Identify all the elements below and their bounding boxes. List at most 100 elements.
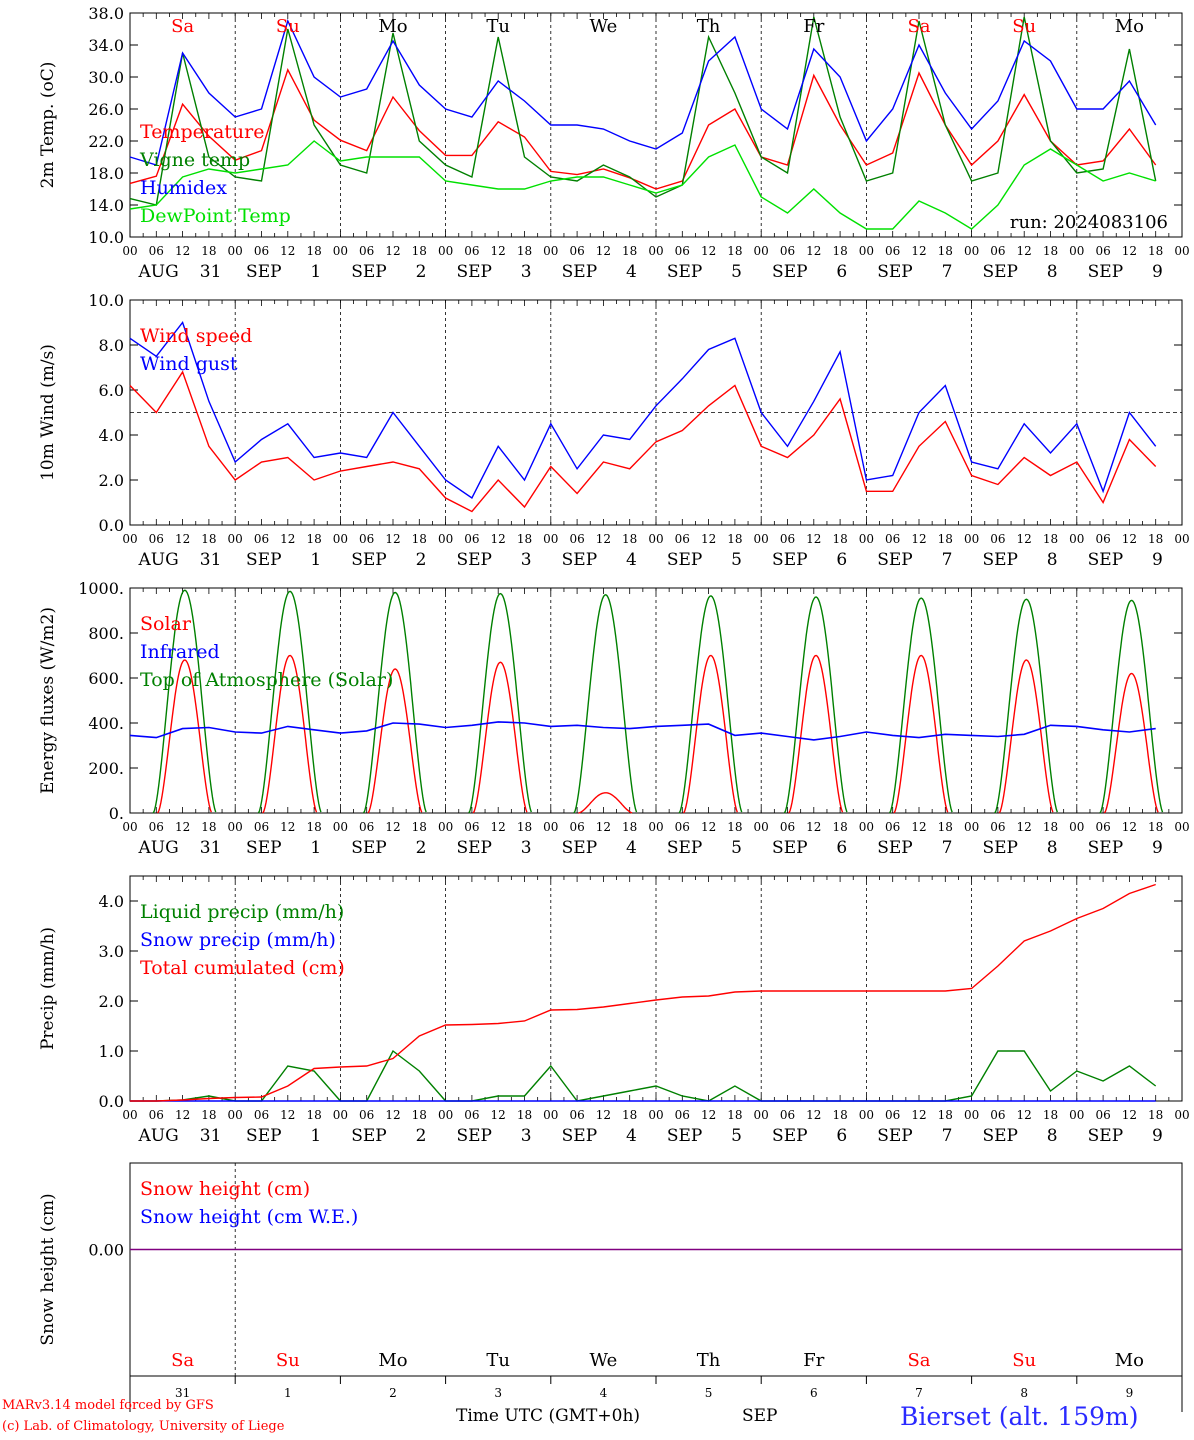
hour-tick-label: 00 [964, 820, 979, 834]
hour-tick-label: 18 [832, 820, 847, 834]
y-tick-label: 38.0 [88, 4, 124, 23]
hour-tick-label: 12 [1017, 820, 1032, 834]
legend-entry-0: Temperature [140, 121, 264, 143]
y-axis-title-0: 2m Temp. (oC) [38, 62, 58, 189]
hour-tick-label: 00 [438, 1108, 453, 1122]
hour-tick-label: 06 [254, 244, 269, 258]
hour-tick-label: 18 [727, 820, 742, 834]
hour-tick-label: 06 [149, 820, 164, 834]
date-day-label: 1 [310, 1126, 321, 1146]
hour-tick-label: 06 [149, 244, 164, 258]
date-month-label: SEP [772, 1126, 808, 1146]
series-line-solar [157, 654, 1159, 814]
y-tick-label: 26.0 [88, 100, 124, 119]
hour-tick-label: 18 [727, 532, 742, 546]
hour-tick-label: 12 [806, 820, 821, 834]
hour-tick-label: 18 [517, 244, 532, 258]
hour-tick-label: 12 [491, 820, 506, 834]
bottom-day-number: 2 [389, 1386, 397, 1400]
bottom-day-number: 8 [1020, 1386, 1028, 1400]
day-label-top: Sa [907, 16, 930, 37]
date-day-label: 8 [1047, 838, 1058, 858]
date-day-label: 4 [626, 262, 637, 282]
hour-tick-label: 12 [806, 244, 821, 258]
hour-tick-label: 12 [596, 820, 611, 834]
date-month-label: SEP [562, 550, 598, 570]
hour-tick-label: 12 [1122, 820, 1137, 834]
hour-tick-label: 06 [990, 1108, 1005, 1122]
date-month-label: SEP [456, 1126, 492, 1146]
date-day-label: 6 [836, 838, 847, 858]
hour-tick-label: 12 [911, 820, 926, 834]
bottom-day-number: 5 [705, 1386, 713, 1400]
legend-entry-0: DewPoint Temp [140, 205, 291, 227]
hour-tick-label: 12 [911, 244, 926, 258]
date-day-label: 8 [1047, 262, 1058, 282]
hour-tick-label: 00 [438, 820, 453, 834]
legend-entry-1: Wind speed [140, 325, 252, 347]
hour-tick-label: 00 [543, 820, 558, 834]
hour-tick-label: 00 [1174, 820, 1189, 834]
date-day-label: 7 [942, 550, 953, 570]
date-month-label: SEP [982, 1126, 1018, 1146]
hour-tick-label: 12 [175, 532, 190, 546]
y-tick-label: 400. [88, 714, 124, 733]
hour-tick-label: 06 [569, 244, 584, 258]
hour-tick-label: 00 [543, 244, 558, 258]
hour-tick-label: 06 [569, 820, 584, 834]
hour-tick-label: 06 [1095, 244, 1110, 258]
day-label-bottom: Mo [378, 1350, 407, 1371]
hour-tick-label: 06 [675, 820, 690, 834]
y-tick-label: 2.0 [99, 992, 124, 1011]
date-month-label: SEP [1088, 262, 1124, 282]
series-line-0-3 [129, 140, 1156, 230]
legend-entry-3: Snow precip (mm/h) [140, 929, 336, 951]
date-day-label: 8 [1047, 1126, 1058, 1146]
hour-tick-label: 06 [885, 244, 900, 258]
date-month-label: SEP [1088, 550, 1124, 570]
hour-tick-label: 00 [122, 1108, 137, 1122]
hour-tick-label: 06 [149, 532, 164, 546]
date-day-label: 2 [416, 262, 427, 282]
date-day-label: 3 [521, 550, 532, 570]
date-day-label: 7 [942, 262, 953, 282]
date-month-label: AUG [138, 838, 179, 858]
hour-tick-label: 18 [1043, 532, 1058, 546]
date-day-label: 3 [521, 838, 532, 858]
hour-tick-label: 00 [859, 820, 874, 834]
footer-month: SEP [742, 1406, 778, 1426]
y-tick-label: 3.0 [99, 942, 124, 961]
date-day-label: 2 [416, 838, 427, 858]
hour-tick-label: 00 [754, 244, 769, 258]
date-day-label: 3 [521, 262, 532, 282]
day-label-top: Mo [378, 16, 407, 37]
hour-tick-label: 00 [1174, 532, 1189, 546]
hour-tick-label: 00 [1069, 532, 1084, 546]
date-month-label: SEP [246, 838, 282, 858]
date-day-label: 31 [200, 550, 222, 570]
hour-tick-label: 00 [859, 1108, 874, 1122]
series-line-0-2 [129, 19, 1157, 166]
date-month-label: SEP [982, 262, 1018, 282]
date-day-label: 4 [626, 1126, 637, 1146]
y-tick-label: 14.0 [88, 196, 124, 215]
run-label: run: 2024083106 [1010, 212, 1168, 233]
hour-tick-label: 12 [385, 1108, 400, 1122]
hour-tick-label: 00 [438, 244, 453, 258]
hour-tick-label: 12 [701, 820, 716, 834]
footer-station: Bierset (alt. 159m) [900, 1402, 1139, 1431]
series-line-1-0 [129, 370, 1157, 513]
hour-tick-label: 00 [648, 532, 663, 546]
hour-tick-label: 18 [622, 532, 637, 546]
hour-tick-label: 00 [543, 1108, 558, 1122]
hour-tick-label: 18 [727, 244, 742, 258]
hour-tick-label: 06 [675, 532, 690, 546]
y-tick-label: 10.0 [88, 291, 124, 310]
hour-tick-label: 18 [412, 532, 427, 546]
hour-tick-label: 06 [149, 1108, 164, 1122]
date-month-label: AUG [138, 1126, 179, 1146]
hour-tick-label: 00 [1069, 244, 1084, 258]
day-label-bottom: We [590, 1350, 618, 1371]
date-month-label: SEP [456, 838, 492, 858]
